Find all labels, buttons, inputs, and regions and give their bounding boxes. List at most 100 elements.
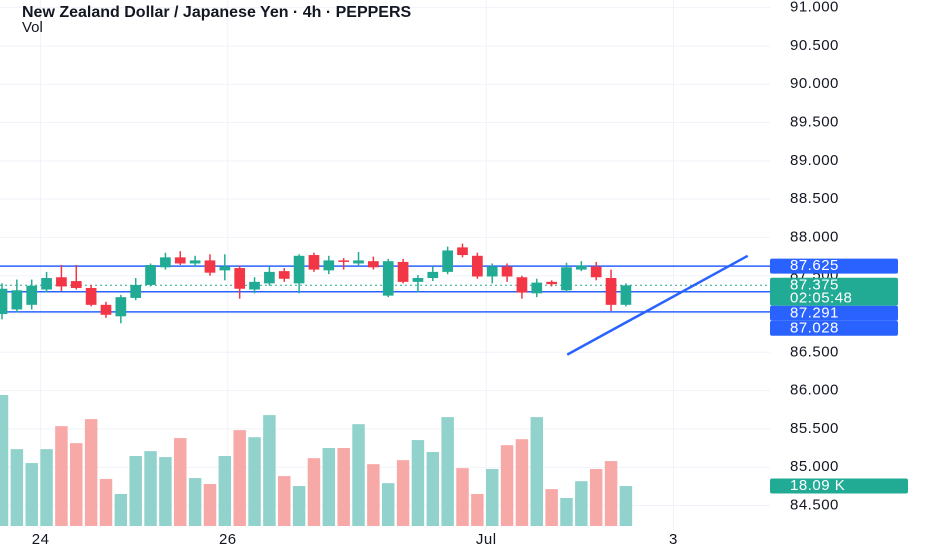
volume-bar <box>84 419 98 526</box>
y-tick-label: 86.500 <box>790 343 839 360</box>
volume-bar <box>441 417 454 526</box>
candle-body <box>338 260 350 262</box>
candle-body <box>620 285 632 305</box>
volume-bar <box>604 461 618 526</box>
candle-body <box>234 268 246 289</box>
volume-bar <box>456 468 469 526</box>
volume-bar <box>248 437 261 526</box>
volume-bar <box>367 464 380 526</box>
price-label: 02:05:48 <box>790 289 852 306</box>
y-tick-label: 88.500 <box>790 190 839 207</box>
candle-body <box>100 304 112 315</box>
volume-bar <box>485 469 499 526</box>
candle-body <box>561 267 572 291</box>
candle-body <box>130 284 142 298</box>
volume-bar <box>174 438 187 526</box>
volume-bar <box>545 489 558 526</box>
candle-body <box>115 297 127 317</box>
candle-body <box>486 266 498 277</box>
trend-line <box>566 254 749 356</box>
volume-bar <box>114 493 128 526</box>
chart-title: New Zealand Dollar / Japanese Yen · 4h ·… <box>22 4 412 21</box>
candle-body <box>457 247 468 256</box>
candle-body <box>26 285 38 305</box>
y-tick-label: 89.500 <box>790 114 839 131</box>
price-axis: 84.50085.00085.50086.00086.50087.00087.5… <box>770 0 908 513</box>
volume-bar <box>530 417 544 526</box>
volume-bar <box>233 430 246 526</box>
volume-bar <box>278 476 291 526</box>
volume-bar <box>322 448 336 526</box>
candle-body <box>278 271 290 279</box>
candle-body <box>397 261 409 282</box>
candle-body <box>293 255 305 284</box>
volume-bar <box>411 440 425 526</box>
candle-body <box>264 271 275 284</box>
volume-bar <box>263 415 276 526</box>
volume-label: 18.09 K <box>790 477 845 494</box>
x-tick-label: 3 <box>669 531 678 548</box>
y-tick-label: 84.500 <box>790 496 839 513</box>
x-tick-label: 24 <box>32 531 50 548</box>
candle-body <box>516 277 528 293</box>
candle-body <box>308 255 320 270</box>
candle-body <box>501 266 513 277</box>
candle-body <box>412 278 424 282</box>
grid <box>0 0 770 530</box>
price-label: 87.028 <box>790 319 839 336</box>
x-tick-label: Jul <box>476 531 497 548</box>
volume-bar <box>10 449 24 526</box>
volume-bar <box>515 439 529 526</box>
candle-body <box>427 271 439 279</box>
volume-bar <box>500 445 514 526</box>
price-label: 87.291 <box>790 304 839 321</box>
candle-body <box>204 260 216 273</box>
candle-body <box>531 282 543 294</box>
candle-body <box>85 287 97 305</box>
x-tick-label: 26 <box>219 531 237 548</box>
price-pane <box>0 243 770 356</box>
volume-bar <box>337 448 350 526</box>
price-label: 87.625 <box>790 257 839 274</box>
candle-body <box>368 261 379 268</box>
candle-body <box>70 281 82 288</box>
volume-bar <box>396 460 410 526</box>
price-label: 87.375 <box>790 276 839 293</box>
volume-bar <box>619 486 633 526</box>
candle-body <box>219 266 231 271</box>
volume-bar <box>218 455 232 526</box>
candle-body <box>174 257 186 264</box>
volume-bar <box>129 455 142 526</box>
y-tick-label: 91.000 <box>790 0 839 16</box>
candle-body <box>605 278 617 305</box>
candle-body <box>189 260 201 264</box>
volume-label-box <box>770 478 908 494</box>
y-tick-label: 90.500 <box>790 37 839 54</box>
volume-bar <box>292 486 306 526</box>
volume-bar <box>589 469 603 526</box>
candle-body <box>353 260 364 264</box>
volume-bar <box>471 493 484 526</box>
price-label-box <box>770 320 898 336</box>
candle-body <box>442 250 453 272</box>
volume-pane <box>0 395 633 526</box>
candle-body <box>546 281 557 285</box>
y-tick-label: 90.000 <box>790 75 839 92</box>
candle-body <box>11 290 23 310</box>
y-tick-label: 89.000 <box>790 152 839 169</box>
candle-body <box>575 265 587 270</box>
candle-body <box>323 260 335 271</box>
volume-bar <box>159 457 172 526</box>
candle-body <box>56 277 67 287</box>
volume-bar <box>188 478 202 526</box>
candle-body <box>472 255 483 277</box>
candle-body <box>160 257 171 268</box>
candle-body <box>249 281 260 290</box>
volume-bar <box>40 449 53 526</box>
candle-body <box>0 288 8 315</box>
candle-body <box>41 278 52 290</box>
volume-bar <box>560 497 573 526</box>
y-tick-label: 86.000 <box>790 382 839 399</box>
volume-bar <box>203 484 217 526</box>
